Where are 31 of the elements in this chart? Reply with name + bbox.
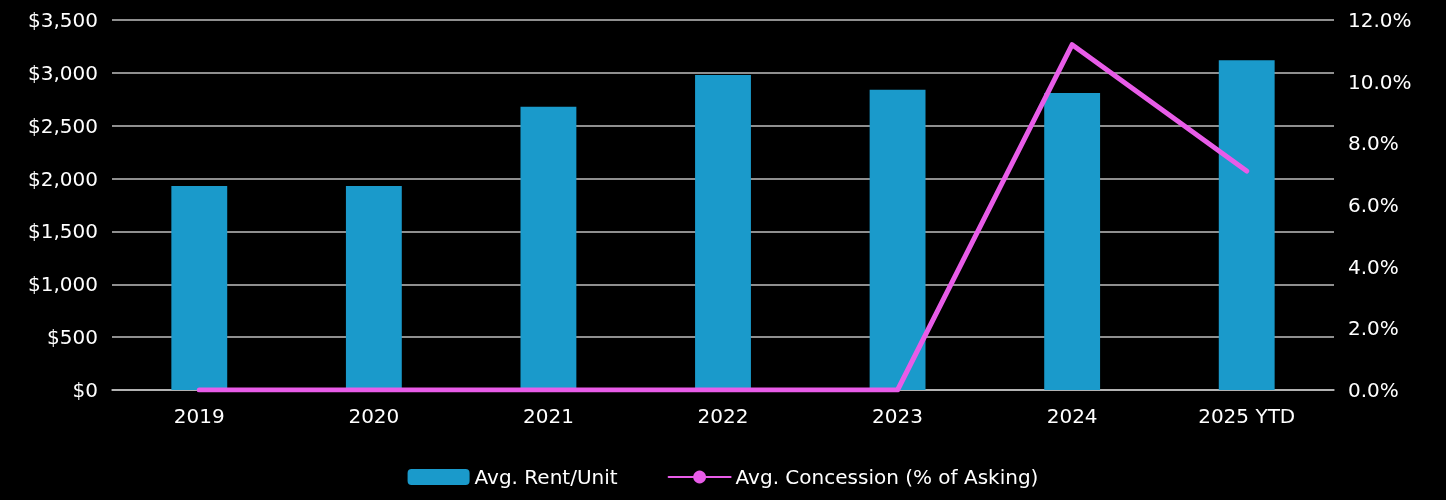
x-tick-label: 2024 [1046, 404, 1098, 428]
x-tick-label: 2019 [173, 404, 225, 428]
y-tick-label: $2,500 [28, 113, 98, 138]
x-tick-label: 2021 [522, 404, 574, 428]
bar [520, 106, 577, 390]
y-tick-label: $1,000 [28, 272, 98, 297]
y-tick-label: $1,500 [28, 219, 98, 244]
x-tick-label: 2023 [872, 404, 924, 428]
y-tick-label: $500 [47, 325, 98, 350]
x-tick-label: 2025 YTD [1198, 404, 1296, 428]
y-tick-label: $0 [72, 378, 98, 402]
bar [1218, 60, 1275, 390]
y2-tick-label: 12.0% [1348, 8, 1412, 32]
legend-label: Avg. Concession (% of Asking) [735, 465, 1039, 489]
x-tick-label: 2020 [348, 404, 400, 428]
legend-label: Avg. Rent/Unit [474, 465, 618, 489]
y2-tick-label: 6.0% [1348, 193, 1399, 217]
y-tick-label: $2,000 [28, 166, 98, 191]
bar [869, 89, 926, 390]
y-tick-label: $3,500 [28, 8, 98, 32]
bar [171, 185, 228, 390]
bar [1044, 92, 1101, 390]
bar [695, 74, 751, 390]
x-tick-label: 2022 [697, 404, 749, 428]
y2-tick-label: 2.0% [1348, 316, 1399, 341]
y2-tick-label: 4.0% [1348, 254, 1399, 279]
y2-tick-label: 0.0% [1348, 378, 1399, 402]
y2-tick-label: 10.0% [1348, 69, 1412, 94]
y2-tick-label: 8.0% [1348, 131, 1399, 156]
bar [345, 185, 402, 390]
y-tick-label: $3,000 [28, 60, 98, 85]
